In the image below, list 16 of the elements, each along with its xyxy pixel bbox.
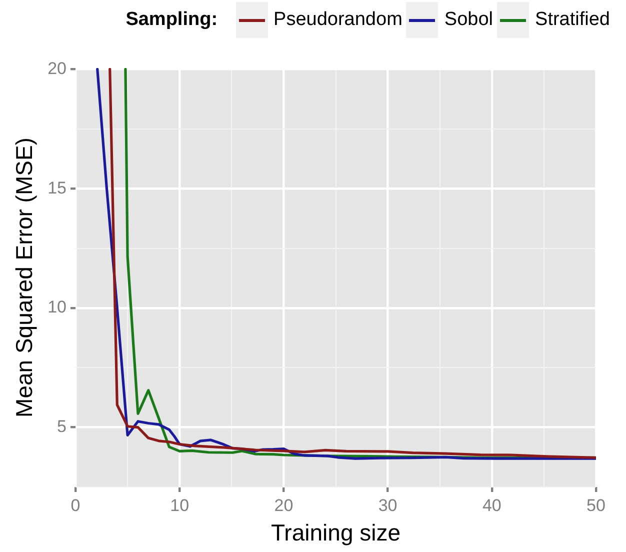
y-axis-title: Mean Squared Error (MSE) (11, 138, 38, 418)
y-tick-label: 20 (48, 58, 67, 78)
x-tick-label: 40 (482, 496, 502, 515)
legend-label: Sobol (444, 9, 494, 31)
legend-label: Stratified (535, 9, 610, 31)
x-tick-label: 50 (586, 496, 606, 515)
legend-title: Sampling: (126, 9, 218, 31)
legend-label: Pseudorandom (274, 9, 402, 31)
x-tick-label: 30 (378, 496, 398, 515)
x-tick-label: 0 (70, 496, 80, 515)
x-tick-label: 10 (170, 496, 190, 515)
x-axis-title: Training size (270, 520, 401, 546)
y-tick-label: 10 (48, 298, 67, 317)
y-tick-label: 15 (48, 178, 67, 198)
x-tick-label: 20 (274, 496, 294, 515)
y-tick-label: 5 (57, 417, 67, 436)
